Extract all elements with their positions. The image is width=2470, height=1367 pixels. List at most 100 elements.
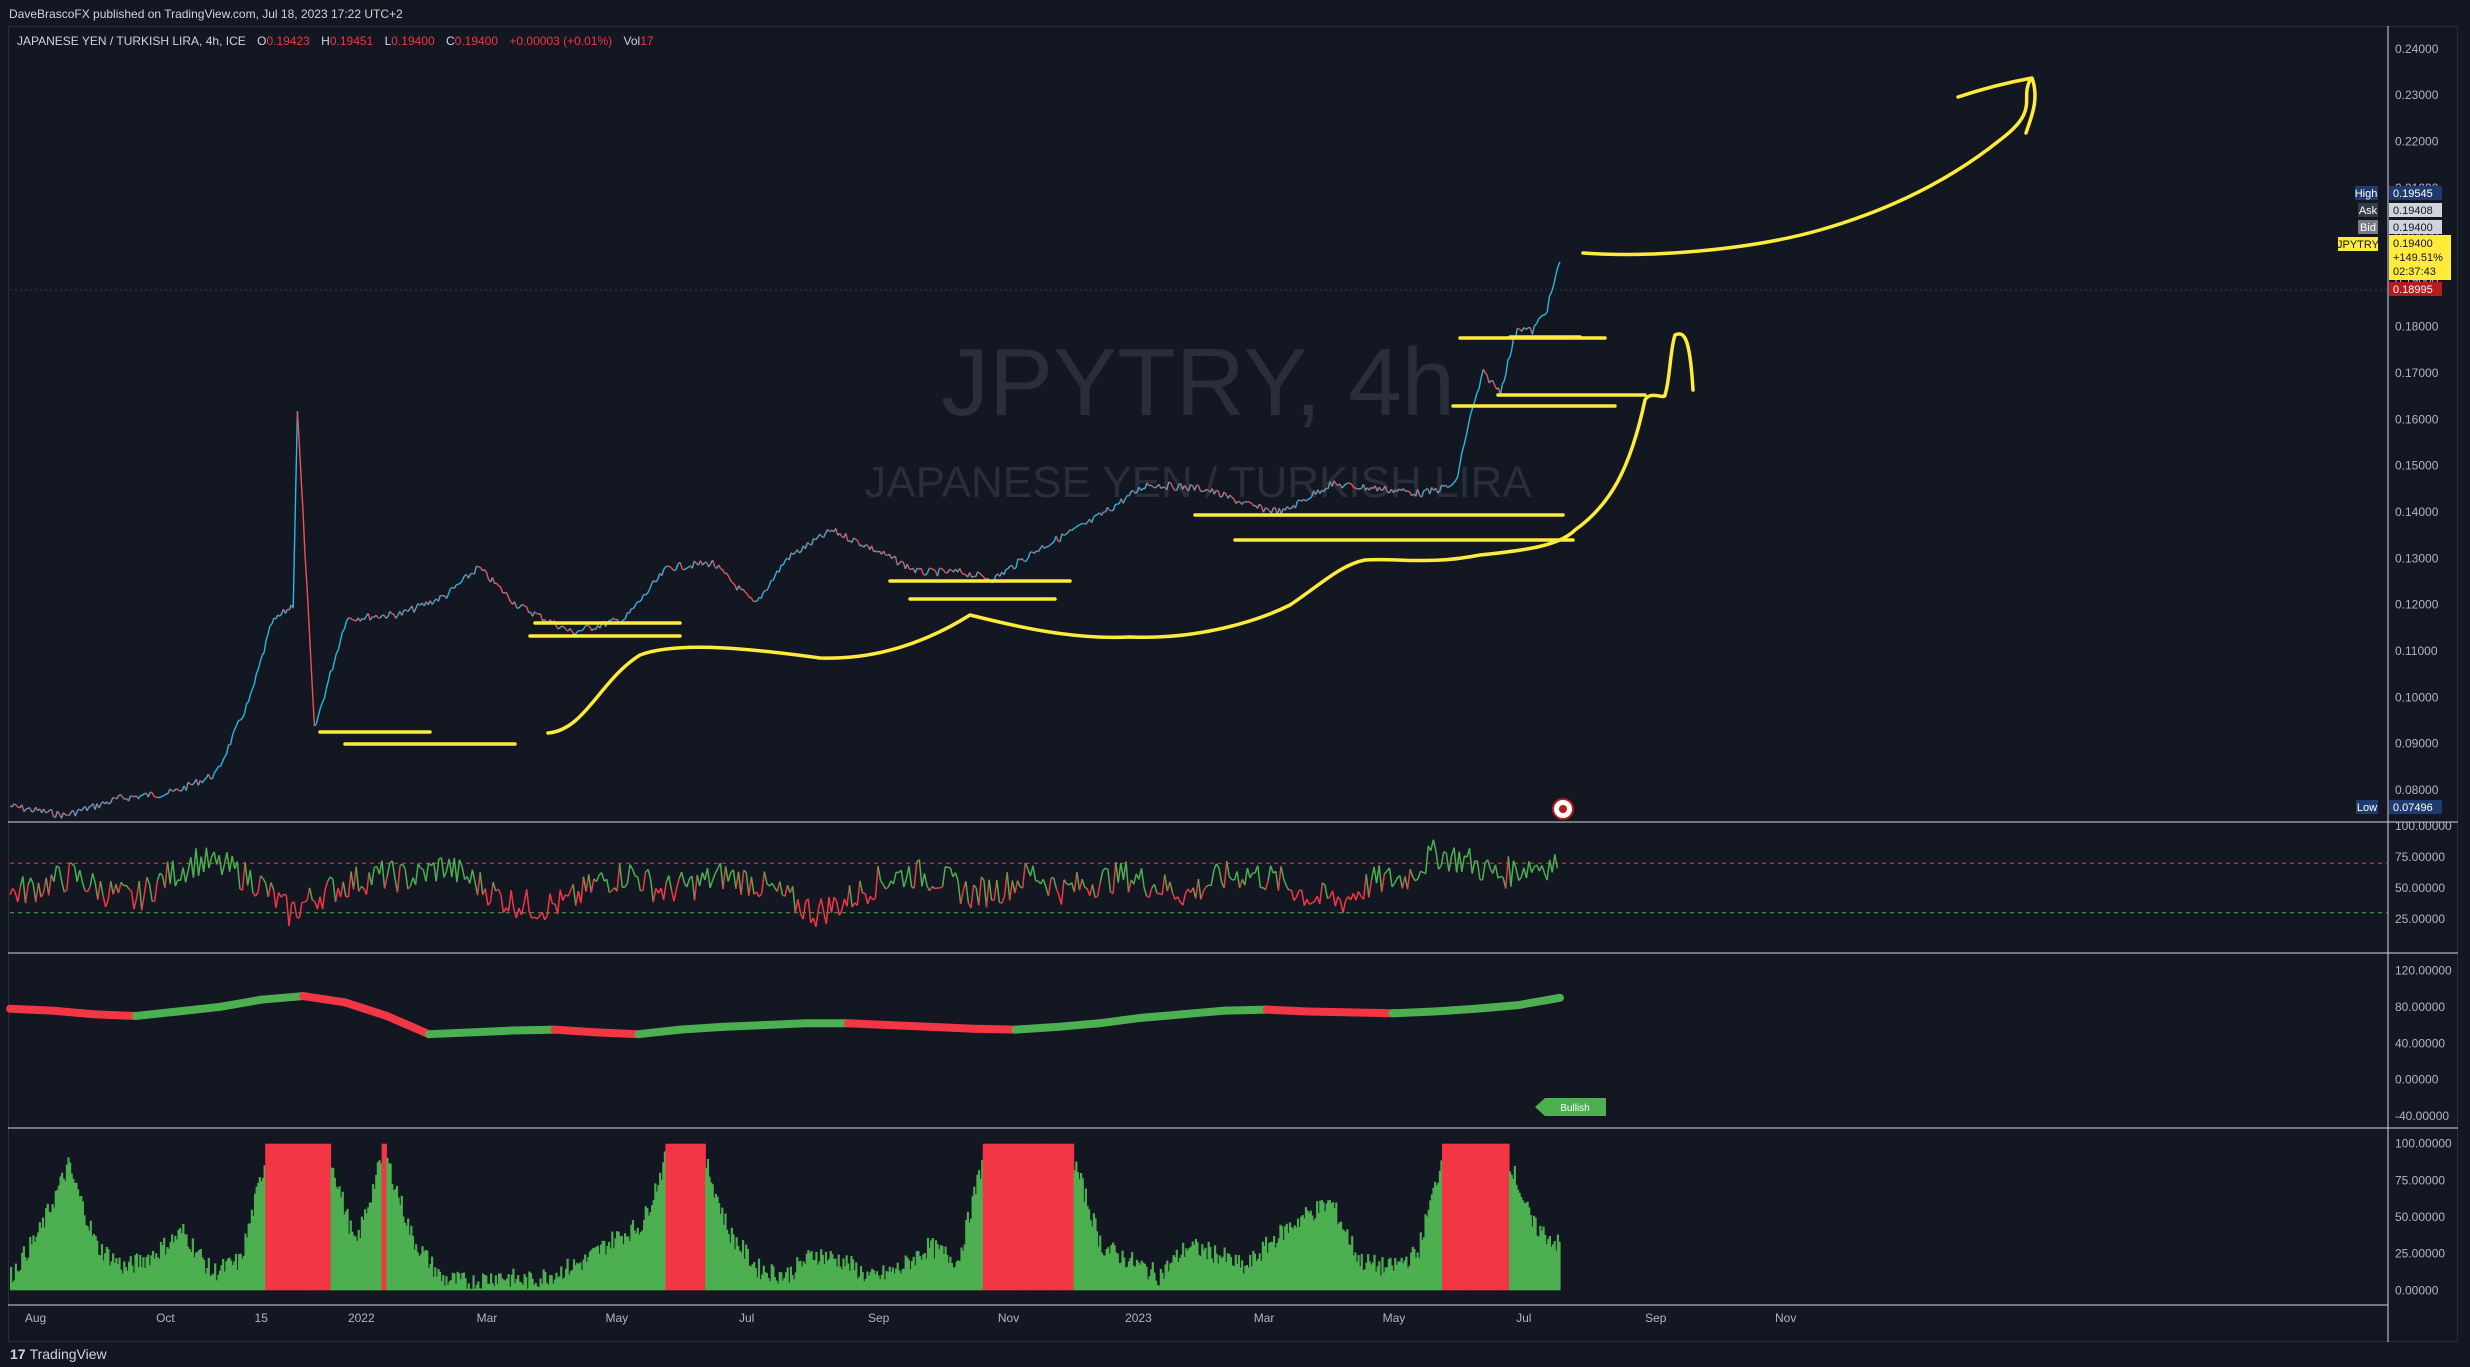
price-segment: [50, 809, 55, 818]
tradingview-logo[interactable]: 17 TradingView: [10, 1346, 107, 1362]
histogram-bar: [33, 1241, 37, 1291]
histogram-bar: [727, 1234, 730, 1291]
histogram-bar: [1142, 1262, 1145, 1291]
histogram-bar: [284, 1143, 287, 1291]
price-segment: [98, 803, 102, 809]
oscillator-segment: [838, 909, 843, 916]
drawing-annotations[interactable]: [318, 76, 2037, 746]
histogram-bar: [595, 1246, 598, 1291]
histogram-bar: [121, 1273, 124, 1291]
price-segment: [1160, 486, 1164, 489]
price-segment: [155, 796, 159, 799]
time-axis-tick: May: [1383, 1311, 1406, 1325]
price-segment: [401, 610, 405, 616]
price-segment: [53, 816, 56, 819]
histogram-bar: [314, 1143, 317, 1291]
time-axis[interactable]: Aug Oct 15 2022 Mar May Jul Sep Nov 2023 Mar May Jul…: [25, 1311, 1796, 1325]
price-segment: [685, 566, 689, 570]
oscillator-segment: [1420, 870, 1424, 874]
histogram-bar: [545, 1282, 548, 1291]
histogram-bar: [513, 1282, 517, 1291]
price-segment: [871, 545, 875, 552]
histogram-bar: [1413, 1248, 1416, 1291]
chart-frame[interactable]: [8, 26, 2458, 1342]
oscillator-segment: [203, 847, 208, 873]
histogram-bar: [962, 1250, 965, 1291]
histogram-bar: [525, 1277, 528, 1291]
oscillator-segment: [1060, 879, 1065, 905]
oscillator-segment: [334, 887, 339, 903]
event-marker-icon[interactable]: [1552, 798, 1574, 820]
histogram-bar: [346, 1208, 349, 1291]
histogram-bar: [863, 1281, 866, 1291]
oscillator-segment: [1391, 882, 1396, 888]
oscillator-segment: [66, 862, 71, 891]
histogram-bar: [1119, 1262, 1123, 1291]
histogram-bar: [253, 1193, 257, 1291]
histogram-bar: [1167, 1271, 1170, 1291]
price-segment: [391, 613, 395, 615]
histogram-bar: [963, 1244, 966, 1291]
oscillator-segment: [954, 872, 959, 882]
oscillator-segment: [184, 870, 189, 883]
price-segment: [518, 605, 522, 609]
price-segment: [447, 588, 452, 595]
histogram-bar: [792, 1279, 796, 1291]
oscillator-segment: [1393, 877, 1398, 884]
histogram-bar: [456, 1271, 459, 1291]
histogram-bar: [233, 1261, 236, 1291]
oscillator-segment: [228, 855, 233, 872]
price-axis[interactable]: 0.240000.230000.220000.210000.200000.190…: [2395, 42, 2452, 1297]
oscillator-segment: [944, 865, 948, 869]
histogram-bar: [1405, 1256, 1408, 1291]
price-segment: [27, 807, 30, 810]
price-segment: [1398, 488, 1402, 492]
oscillator-segment: [1009, 880, 1014, 901]
histogram-bar: [1435, 1185, 1438, 1291]
histogram-bar: [891, 1267, 895, 1291]
histogram-bar: [1132, 1265, 1135, 1291]
price-segment: [575, 630, 579, 634]
oscillator-segment: [1417, 870, 1422, 880]
histogram-bar: [796, 1257, 799, 1291]
histogram-bar: [690, 1143, 694, 1291]
oscillator-segment: [1455, 851, 1460, 873]
price-segment: [661, 569, 665, 577]
oscillator-segment: [1105, 867, 1109, 871]
histogram-bar: [1118, 1263, 1121, 1291]
histogram-bar: [1387, 1259, 1390, 1291]
price-segment: [790, 552, 794, 556]
oscillator-segment: [99, 880, 104, 896]
price-segment: [1036, 550, 1039, 553]
histogram-bar: [252, 1215, 255, 1291]
price-segment: [599, 623, 603, 629]
histogram-bar: [1343, 1230, 1346, 1291]
histogram-bar: [598, 1253, 601, 1291]
histogram-bar: [1376, 1266, 1379, 1291]
histogram-bar: [1465, 1143, 1469, 1291]
price-segment: [1176, 484, 1180, 491]
histogram-bar: [246, 1237, 249, 1291]
oscillator-segment: [616, 863, 621, 892]
histogram-bar: [402, 1216, 405, 1291]
histogram-bar: [770, 1264, 773, 1291]
histogram-bar: [786, 1267, 789, 1291]
price-segment: [1085, 521, 1089, 525]
oscillator-segment: [1091, 884, 1096, 898]
price-segment: [563, 626, 567, 631]
oscillator-segment: [1236, 871, 1241, 889]
price-segment: [624, 612, 629, 620]
oscillator-segment: [1117, 862, 1122, 883]
histogram-bar: [1223, 1247, 1226, 1291]
price-segment: [257, 661, 261, 670]
price-segment: [983, 576, 987, 580]
histogram-bar: [901, 1269, 904, 1291]
time-axis-tick: May: [605, 1311, 628, 1325]
histogram-bar: [713, 1197, 716, 1291]
price-segment: [1517, 327, 1520, 330]
histogram-bar: [1086, 1206, 1089, 1291]
oscillator-segment: [606, 879, 611, 893]
oscillator-segment: [141, 894, 146, 911]
price-segment: [746, 593, 750, 598]
